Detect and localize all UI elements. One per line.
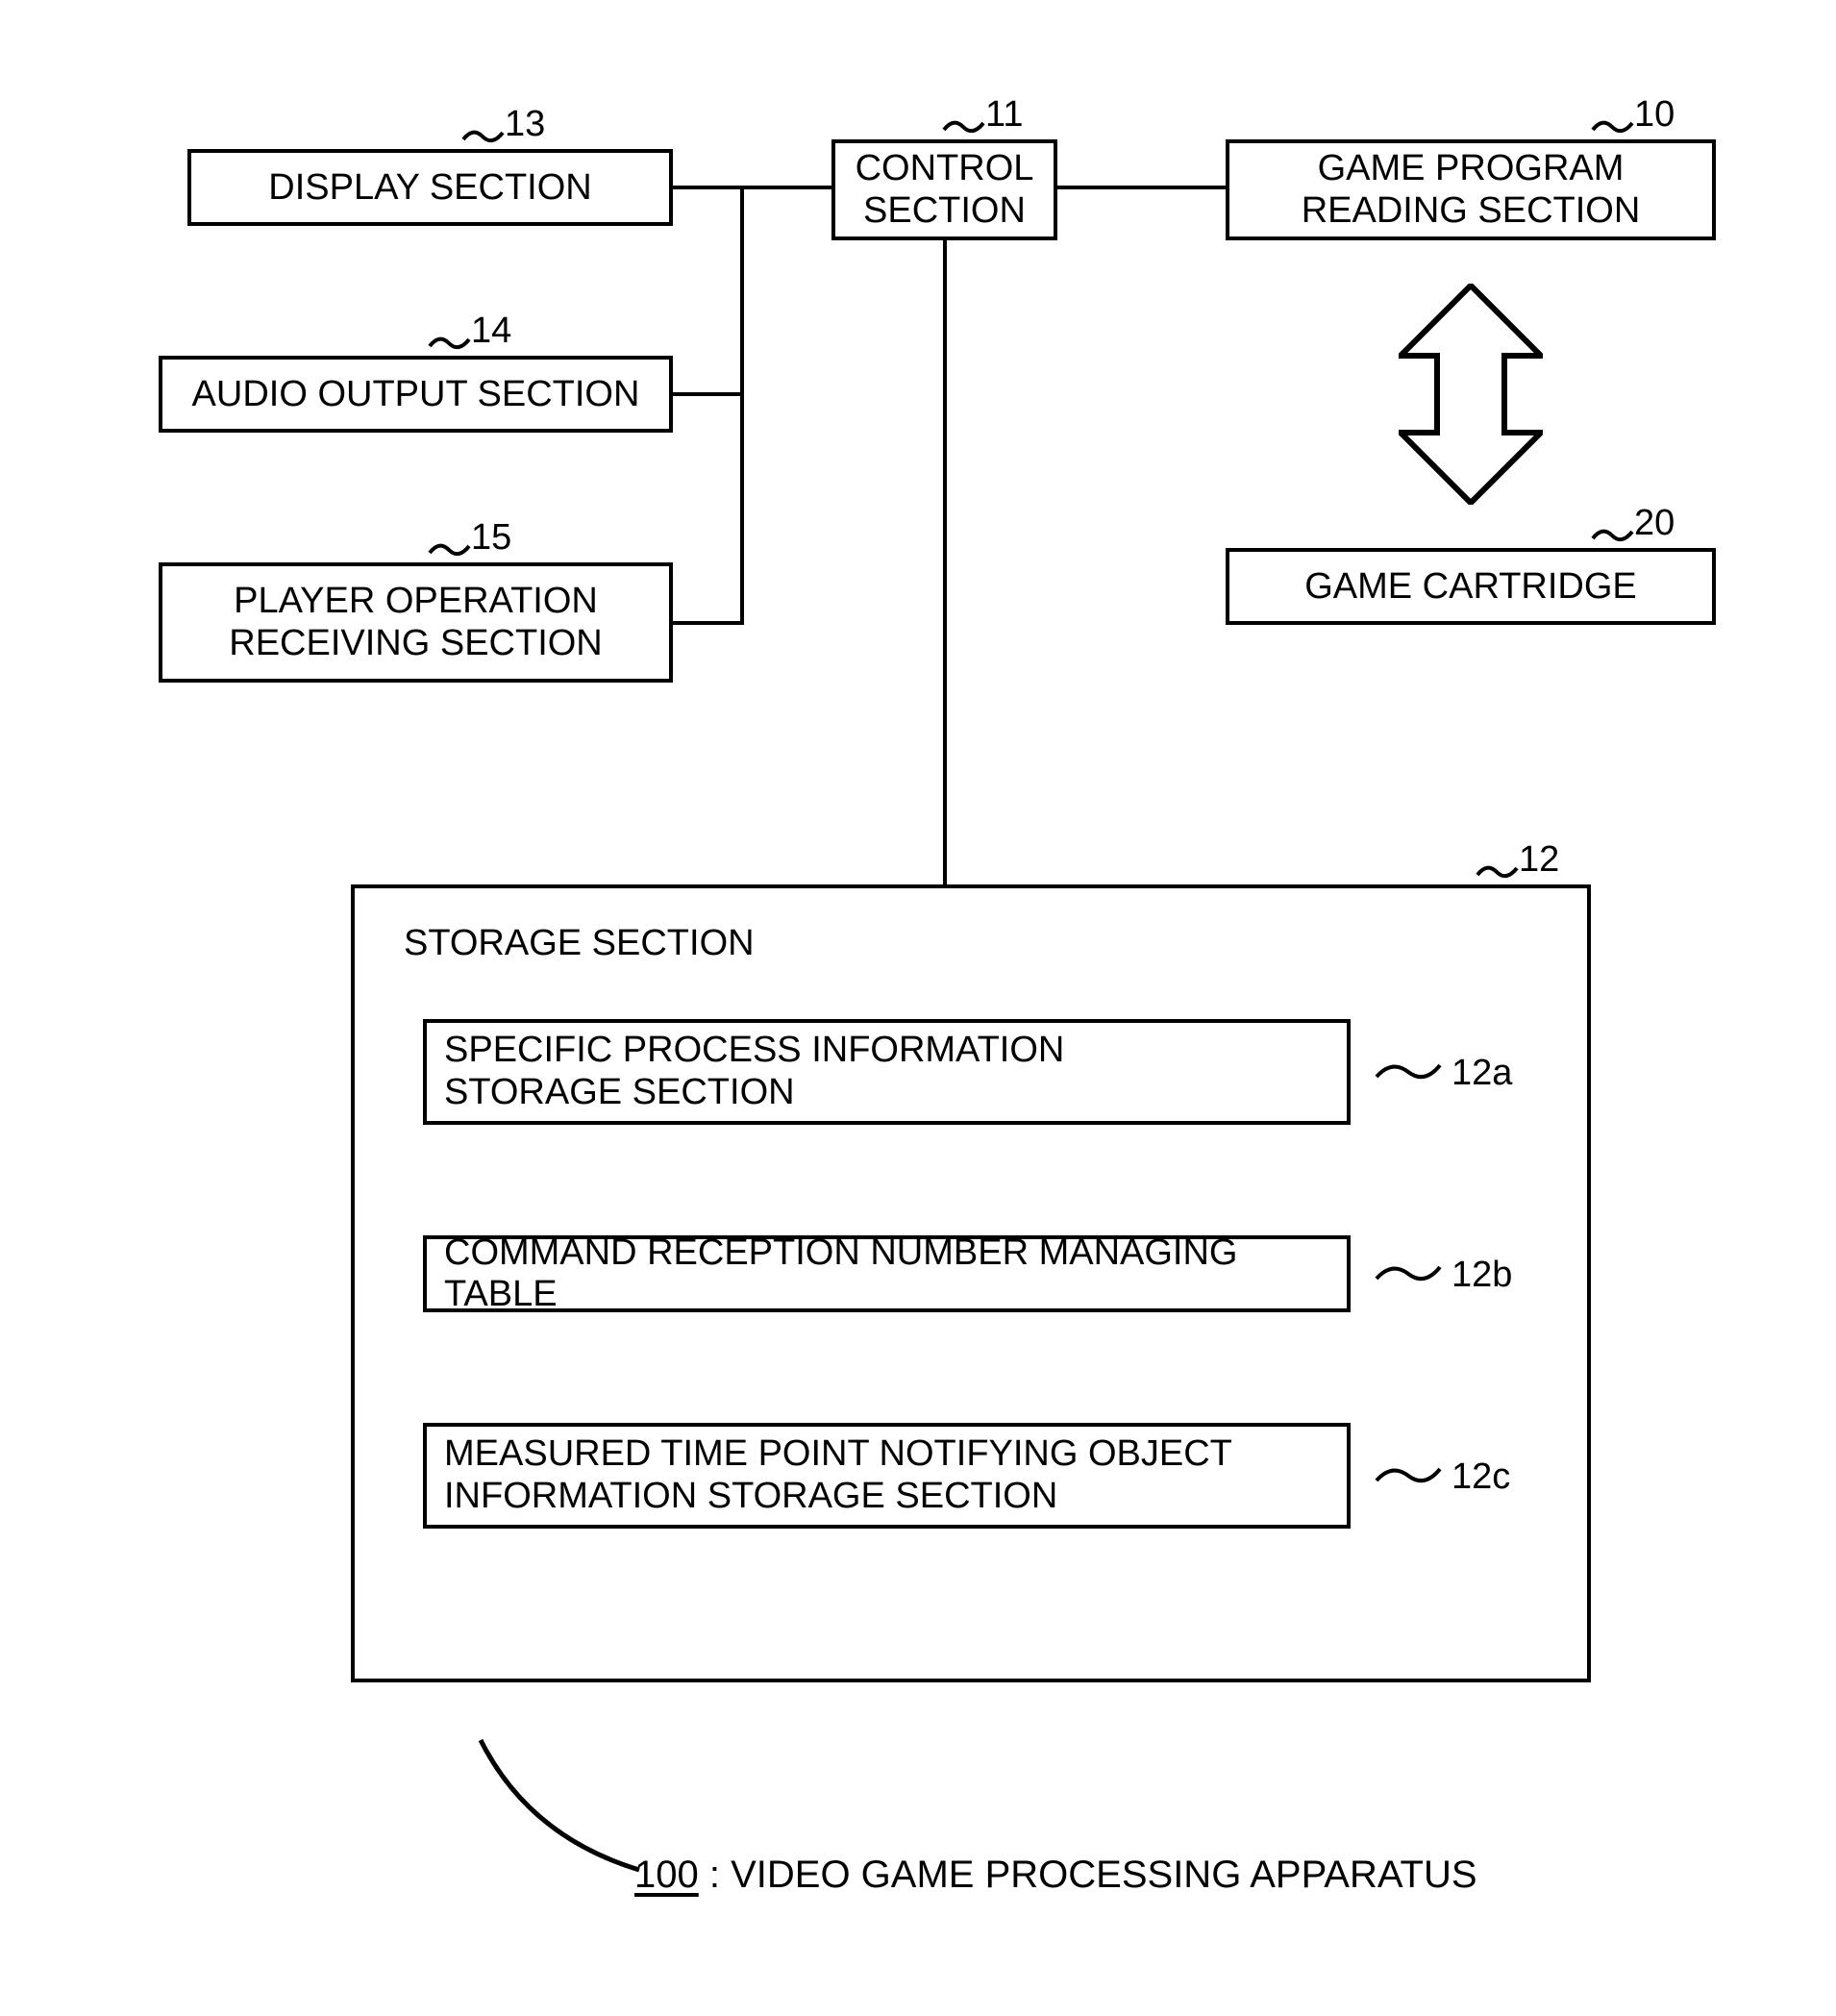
edge-display-control xyxy=(673,186,831,189)
cartridge-label: GAME CARTRIDGE xyxy=(1304,566,1637,608)
storage-sub-1-label: SPECIFIC PROCESS INFORMATIONSTORAGE SECT… xyxy=(444,1030,1064,1113)
storage-sub-1-ref: 12a xyxy=(1451,1053,1512,1094)
audio-ref-tilde xyxy=(428,332,471,356)
audio-section-ref: 14 xyxy=(471,311,511,352)
player-section-box: PLAYER OPERATIONRECEIVING SECTION xyxy=(159,562,673,683)
reader-section-box: GAME PROGRAMREADING SECTION xyxy=(1226,139,1716,240)
storage-sub-3-label: MEASURED TIME POINT NOTIFYING OBJECTINFO… xyxy=(444,1433,1232,1517)
s3-ref-tilde xyxy=(1375,1461,1442,1490)
storage-sub-3-ref: 12c xyxy=(1451,1456,1510,1498)
control-ref-tilde xyxy=(942,115,985,139)
storage-sub-2-label: COMMAND RECEPTION NUMBER MANAGING TABLE xyxy=(444,1232,1329,1315)
player-section-ref: 15 xyxy=(471,517,511,559)
cartridge-box: GAME CARTRIDGE xyxy=(1226,548,1716,625)
s2-ref-tilde xyxy=(1375,1259,1442,1288)
display-section-box: DISPLAY SECTION xyxy=(187,149,673,226)
display-section-label: DISPLAY SECTION xyxy=(268,167,591,209)
caption-colon: : xyxy=(699,1854,731,1896)
reader-section-ref: 10 xyxy=(1634,94,1675,136)
storage-sub-2-box: COMMAND RECEPTION NUMBER MANAGING TABLE xyxy=(423,1235,1351,1312)
storage-sub-2-ref: 12b xyxy=(1451,1255,1512,1296)
audio-section-label: AUDIO OUTPUT SECTION xyxy=(192,374,640,415)
storage-ref-tilde xyxy=(1476,860,1519,884)
cartridge-ref-tilde xyxy=(1591,524,1634,548)
cartridge-ref: 20 xyxy=(1634,503,1675,544)
double-arrow-icon xyxy=(1399,284,1543,505)
storage-section-label: STORAGE SECTION xyxy=(404,923,755,964)
edge-control-reader xyxy=(1057,186,1226,189)
player-section-label: PLAYER OPERATIONRECEIVING SECTION xyxy=(229,581,603,664)
diagram-canvas: DISPLAY SECTION 13 CONTROLSECTION 11 GAM… xyxy=(0,0,1836,2016)
audio-section-box: AUDIO OUTPUT SECTION xyxy=(159,356,673,433)
s1-ref-tilde xyxy=(1375,1058,1442,1086)
edge-control-storage xyxy=(943,240,947,884)
storage-section-ref: 12 xyxy=(1519,839,1559,881)
caption-ref: 100 : VIDEO GAME PROCESSING APPARATUS xyxy=(634,1854,1477,1897)
reader-section-label: GAME PROGRAMREADING SECTION xyxy=(1302,148,1641,232)
display-section-ref: 13 xyxy=(505,104,545,145)
caption-ref-number: 100 xyxy=(634,1854,699,1896)
control-section-label: CONTROLSECTION xyxy=(856,148,1034,232)
edge-trunk-left xyxy=(740,186,744,625)
control-section-ref: 11 xyxy=(985,94,1023,136)
caption-text: VIDEO GAME PROCESSING APPARATUS xyxy=(731,1854,1476,1896)
edge-player-h xyxy=(673,621,744,625)
display-ref-tilde xyxy=(461,125,505,149)
storage-sub-1-box: SPECIFIC PROCESS INFORMATIONSTORAGE SECT… xyxy=(423,1019,1351,1125)
control-section-box: CONTROLSECTION xyxy=(831,139,1057,240)
player-ref-tilde xyxy=(428,538,471,562)
storage-sub-3-box: MEASURED TIME POINT NOTIFYING OBJECTINFO… xyxy=(423,1423,1351,1529)
edge-audio-h xyxy=(673,392,744,396)
reader-ref-tilde xyxy=(1591,115,1634,139)
